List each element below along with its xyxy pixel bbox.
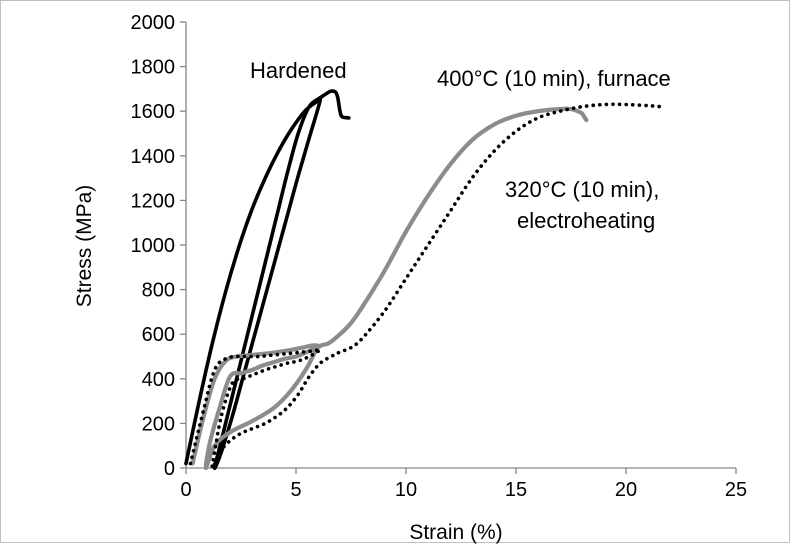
x-tick-label: 10 (395, 479, 417, 501)
y-tick-label: 1400 (131, 146, 176, 168)
y-tick-label: 0 (164, 458, 175, 480)
y-tick-label: 600 (142, 324, 175, 346)
x-tick-label: 5 (290, 479, 301, 501)
x-tick-label: 15 (505, 479, 527, 501)
label-layer: Strain (%) Stress (MPa) Hardened 400°C (… (73, 58, 671, 544)
x-axis-title: Strain (%) (409, 521, 502, 544)
series-line-furnace (190, 106, 589, 471)
annotation-electroheating-line1: 320°C (10 min), (505, 177, 659, 202)
x-tick-label: 0 (180, 479, 191, 501)
annotation-furnace: 400°C (10 min), furnace (437, 66, 671, 91)
annotation-electroheating-line2: electroheating (517, 208, 655, 233)
x-tick-label: 25 (725, 479, 747, 501)
y-tick-label: 400 (142, 369, 175, 391)
x-tick-label: 20 (615, 479, 637, 501)
y-tick-label: 1000 (131, 235, 176, 257)
y-tick-label: 1200 (131, 190, 176, 212)
series-line-hardened (184, 89, 351, 471)
y-tick-label: 200 (142, 413, 175, 435)
y-tick-label: 1800 (131, 57, 176, 79)
y-tick-label: 1600 (131, 101, 176, 123)
y-tick-label: 800 (142, 280, 175, 302)
y-axis-title: Stress (MPa) (73, 185, 96, 308)
axes: 0 200 400 600 800 1000 1200 1400 1600 1800 2000 0 5 1… (131, 12, 748, 501)
annotation-hardened: Hardened (250, 58, 347, 83)
series-layer (184, 89, 663, 471)
y-tick-label: 2000 (131, 12, 176, 34)
